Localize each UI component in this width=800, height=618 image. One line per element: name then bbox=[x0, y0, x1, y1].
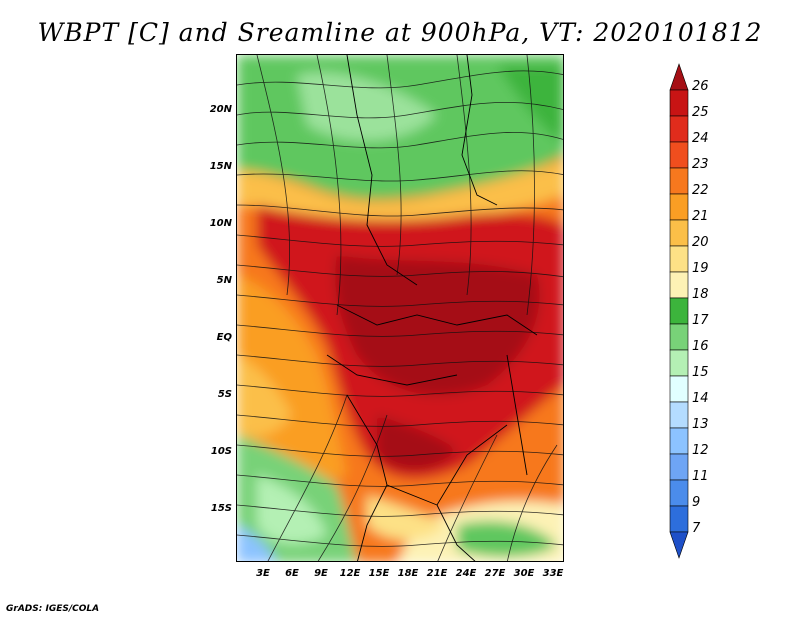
lat-label: 15N bbox=[209, 161, 232, 172]
colorbar-label: 24 bbox=[692, 131, 709, 146]
colorbar-label: 23 bbox=[692, 157, 709, 172]
colorbar-swatch bbox=[669, 323, 689, 351]
lon-label: 3E bbox=[256, 568, 270, 579]
colorbar-swatch bbox=[669, 245, 689, 273]
lat-label: 5N bbox=[216, 275, 232, 286]
colorbar-label: 26 bbox=[692, 79, 709, 94]
lon-label: 12E bbox=[339, 568, 361, 579]
colorbar-swatch bbox=[669, 349, 689, 377]
colorbar-label: 11 bbox=[692, 469, 709, 484]
colorbar-swatch bbox=[669, 375, 689, 403]
colorbar-swatch bbox=[669, 531, 689, 559]
colorbar-label: 19 bbox=[692, 261, 709, 276]
chart-title: WBPT [C] and Sreamline at 900hPa, VT: 20… bbox=[37, 18, 763, 47]
colorbar-swatch bbox=[669, 141, 689, 169]
colorbar-label: 21 bbox=[692, 209, 709, 224]
colorbar-swatch bbox=[669, 271, 689, 299]
lat-label: EQ bbox=[216, 332, 232, 343]
map-panel bbox=[236, 54, 564, 562]
wbpt-field bbox=[237, 55, 563, 561]
colorbar-swatch bbox=[669, 505, 689, 533]
lat-label: 10S bbox=[210, 446, 232, 457]
colorbar-label: 15 bbox=[692, 365, 709, 380]
colorbar-label: 22 bbox=[692, 183, 709, 198]
colorbar-swatch bbox=[669, 115, 689, 143]
colorbar-swatch bbox=[669, 401, 689, 429]
colorbar-swatch bbox=[669, 479, 689, 507]
credit-text: GrADS: IGES/COLA bbox=[6, 604, 100, 614]
colorbar-swatch bbox=[669, 297, 689, 325]
colorbar-label: 14 bbox=[692, 391, 709, 406]
colorbar-swatch bbox=[669, 453, 689, 481]
colorbar-label: 9 bbox=[692, 495, 701, 510]
colorbar bbox=[669, 63, 689, 559]
colorbar-swatch bbox=[669, 219, 689, 247]
lon-label: 9E bbox=[314, 568, 328, 579]
colorbar-swatch bbox=[669, 167, 689, 195]
colorbar-label: 20 bbox=[692, 235, 709, 250]
colorbar-label: 13 bbox=[692, 417, 709, 432]
lon-label: 33E bbox=[542, 568, 564, 579]
lat-label: 5S bbox=[217, 389, 232, 400]
colorbar-label: 17 bbox=[692, 313, 709, 328]
colorbar-label: 12 bbox=[692, 443, 709, 458]
lat-label: 10N bbox=[209, 218, 232, 229]
lon-label: 18E bbox=[397, 568, 419, 579]
colorbar-swatch bbox=[669, 63, 689, 91]
lon-label: 27E bbox=[484, 568, 506, 579]
colorbar-swatch bbox=[669, 193, 689, 221]
lon-label: 6E bbox=[285, 568, 299, 579]
colorbar-label: 25 bbox=[692, 105, 709, 120]
colorbar-label: 7 bbox=[692, 521, 701, 536]
lat-label: 15S bbox=[210, 503, 232, 514]
lon-label: 30E bbox=[513, 568, 535, 579]
colorbar-label: 16 bbox=[692, 339, 709, 354]
colorbar-swatch bbox=[669, 89, 689, 117]
colorbar-label: 18 bbox=[692, 287, 709, 302]
colorbar-swatch bbox=[669, 427, 689, 455]
lat-label: 20N bbox=[209, 104, 232, 115]
lon-label: 24E bbox=[455, 568, 477, 579]
lon-label: 15E bbox=[368, 568, 390, 579]
lon-label: 21E bbox=[426, 568, 448, 579]
